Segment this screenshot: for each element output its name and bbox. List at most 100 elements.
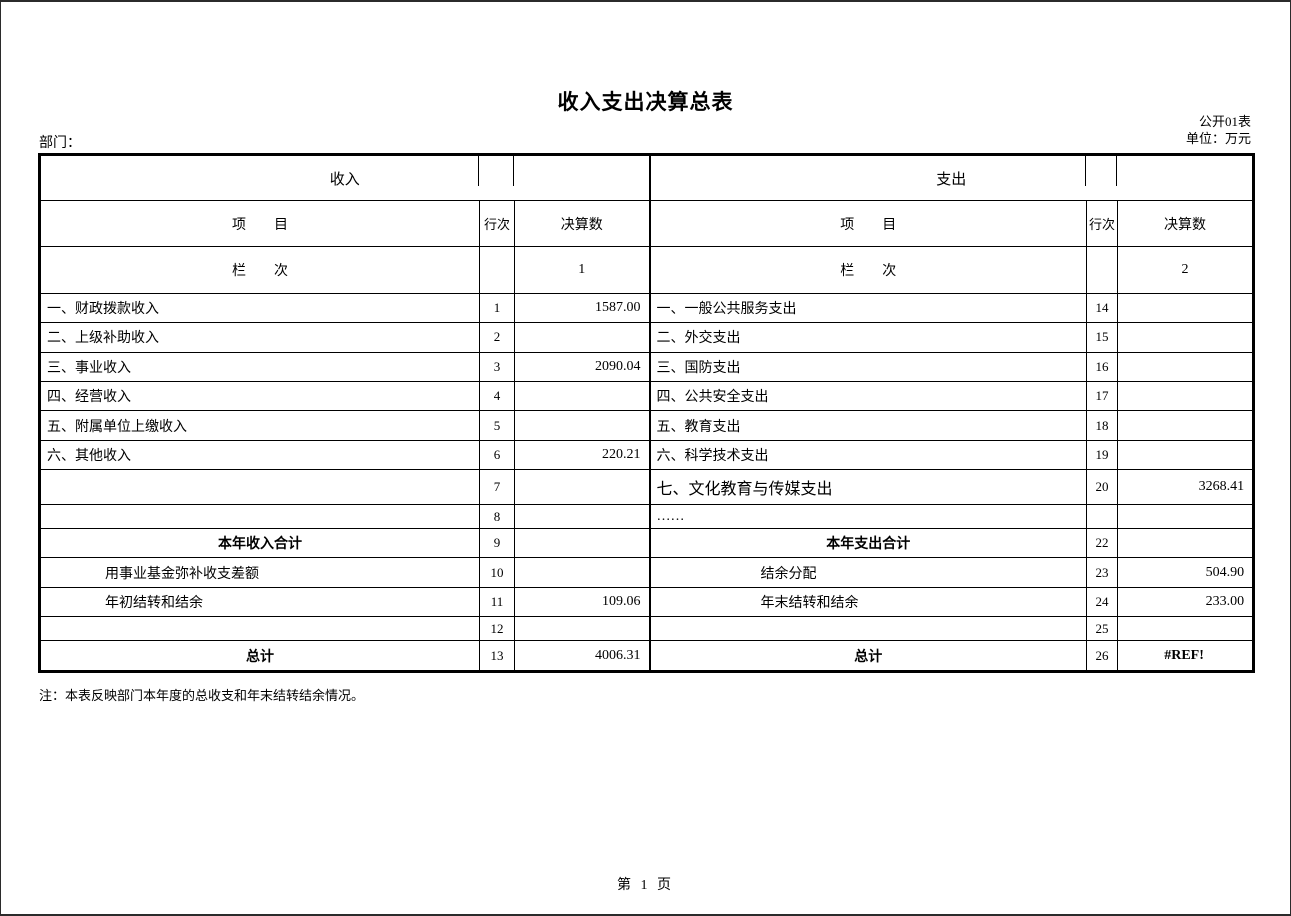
income-item-cell: 年初结转和结余 xyxy=(39,586,480,618)
grid-tick xyxy=(1116,156,1117,186)
income-item-cell: 四、经营收入 xyxy=(39,380,480,412)
income-amount-column-header: 决算数 xyxy=(513,200,651,248)
expense-value-cell: 3268.41 xyxy=(1117,469,1255,506)
expense-rowno-cell: 22 xyxy=(1086,528,1119,559)
income-rowno-blank xyxy=(479,246,515,294)
income-rowno-column-header: 行次 xyxy=(479,200,515,248)
grid-tick xyxy=(513,156,514,186)
expense-value-cell xyxy=(1117,380,1255,412)
expense-rowno-cell: 25 xyxy=(1086,616,1119,642)
expense-value-cell: 233.00 xyxy=(1117,586,1255,618)
expense-rowno-cell: 23 xyxy=(1086,557,1119,588)
grid-tick xyxy=(478,156,479,186)
expense-rowno-cell: 19 xyxy=(1086,439,1119,471)
expense-item-cell: …… xyxy=(648,504,1088,530)
table-row: 二、上级补助收入 2 二、外交支出 15 xyxy=(39,322,1255,353)
income-rowno-cell: 10 xyxy=(479,557,515,588)
income-rowno-cell: 13 xyxy=(479,640,515,672)
expense-amount-column-header: 决算数 xyxy=(1117,200,1255,248)
expense-value-cell: #REF! xyxy=(1117,640,1255,672)
income-value-cell: 4006.31 xyxy=(513,640,651,672)
income-item-cell: 二、上级补助收入 xyxy=(39,322,480,353)
income-value-cell xyxy=(513,410,651,441)
income-value-cell: 109.06 xyxy=(513,586,651,618)
expense-value-cell xyxy=(1117,616,1255,642)
expense-rowno-cell: 16 xyxy=(1086,351,1119,382)
income-item-cell: 用事业基金弥补收支差额 xyxy=(39,557,480,588)
income-value-cell xyxy=(513,557,651,588)
income-rowno-cell: 8 xyxy=(479,504,515,530)
income-rowno-cell: 9 xyxy=(479,528,515,559)
table-row: 用事业基金弥补收支差额 10 结余分配 23 504.90 xyxy=(39,557,1255,588)
expense-rowno-cell: 20 xyxy=(1086,469,1119,506)
section-header-row: 收入 支出 xyxy=(38,153,1255,202)
table-row: 8 …… xyxy=(39,504,1255,530)
expense-item-cell: 一、一般公共服务支出 xyxy=(648,292,1088,324)
table-row: 一、财政拨款收入 1 1587.00 一、一般公共服务支出 14 xyxy=(39,292,1255,324)
income-value-cell xyxy=(513,380,651,412)
table-row: 12 25 xyxy=(39,616,1255,642)
column-index-row: 栏 次 1 栏 次 2 xyxy=(39,246,1255,294)
income-value-cell xyxy=(513,504,651,530)
income-rowno-cell: 11 xyxy=(479,586,515,618)
unit-label: 单位：万元 xyxy=(1185,131,1251,146)
income-rowno-cell: 5 xyxy=(479,410,515,441)
table-row: 总计 13 4006.31 总计 26 #REF! xyxy=(39,640,1255,672)
income-rowno-cell: 2 xyxy=(479,322,515,353)
page-number: 第 1 页 xyxy=(617,878,674,893)
expense-value-cell xyxy=(1117,351,1255,382)
income-value-cell xyxy=(513,616,651,642)
income-item-cell: 五、附属单位上缴收入 xyxy=(39,410,480,441)
table-row: 四、经营收入 4 四、公共安全支出 17 xyxy=(39,380,1255,412)
expense-section-header: 支出 xyxy=(648,153,1255,202)
expense-item-cell: 六、科学技术支出 xyxy=(648,439,1088,471)
expense-column-number: 2 xyxy=(1117,246,1255,294)
expense-value-cell xyxy=(1117,504,1255,530)
expense-item-cell: 二、外交支出 xyxy=(648,322,1088,353)
page-title: 收入支出决算总表 xyxy=(557,90,734,114)
expense-item-cell: 四、公共安全支出 xyxy=(648,380,1088,412)
table-row: 五、附属单位上缴收入 5 五、教育支出 18 xyxy=(39,410,1255,441)
income-rowno-cell: 3 xyxy=(479,351,515,382)
expense-rowno-cell: 15 xyxy=(1086,322,1119,353)
income-value-cell xyxy=(513,469,651,506)
income-column-number: 1 xyxy=(513,246,651,294)
expense-value-cell xyxy=(1117,528,1255,559)
expense-value-cell xyxy=(1117,292,1255,324)
income-value-cell xyxy=(513,322,651,353)
table-row: 三、事业收入 3 2090.04 三、国防支出 16 xyxy=(39,351,1255,382)
income-item-cell xyxy=(39,616,480,642)
expense-rowno-cell: 14 xyxy=(1086,292,1119,324)
table-row: 7 七、文化教育与传媒支出 20 3268.41 xyxy=(39,469,1255,506)
column-header-row: 项 目 行次 决算数 项 目 行次 决算数 xyxy=(39,200,1255,248)
expense-item-column-header: 项 目 xyxy=(648,200,1088,248)
expense-item-cell xyxy=(648,616,1088,642)
expense-item-cell: 结余分配 xyxy=(648,557,1088,588)
income-value-cell: 2090.04 xyxy=(513,351,651,382)
expense-item-cell: 三、国防支出 xyxy=(648,351,1088,382)
expense-item-cell: 年末结转和结余 xyxy=(648,586,1088,618)
income-value-cell: 220.21 xyxy=(513,439,651,471)
grid-tick xyxy=(1085,156,1086,186)
expense-value-cell: 504.90 xyxy=(1117,557,1255,588)
income-rowno-cell: 4 xyxy=(479,380,515,412)
expense-rowno-column-header: 行次 xyxy=(1086,200,1119,248)
table-row: 六、其他收入 6 220.21 六、科学技术支出 19 xyxy=(39,439,1255,471)
expense-rowno-blank xyxy=(1086,246,1119,294)
expense-value-cell xyxy=(1117,439,1255,471)
income-item-cell xyxy=(39,504,480,530)
expense-rowno-cell: 26 xyxy=(1086,640,1119,672)
expense-rowno-cell: 17 xyxy=(1086,380,1119,412)
income-item-cell: 三、事业收入 xyxy=(39,351,480,382)
table-row: 本年收入合计 9 本年支出合计 22 xyxy=(39,528,1255,559)
department-label: 部门： xyxy=(39,136,81,151)
table-row: 年初结转和结余 11 109.06 年末结转和结余 24 233.00 xyxy=(39,586,1255,618)
income-column-index-label: 栏 次 xyxy=(39,246,480,294)
expense-item-cell: 本年支出合计 xyxy=(648,528,1088,559)
expense-rowno-cell: 18 xyxy=(1086,410,1119,441)
income-rowno-cell: 1 xyxy=(479,292,515,324)
income-item-cell: 本年收入合计 xyxy=(39,528,480,559)
expense-rowno-cell xyxy=(1086,504,1119,530)
income-item-cell: 六、其他收入 xyxy=(39,439,480,471)
